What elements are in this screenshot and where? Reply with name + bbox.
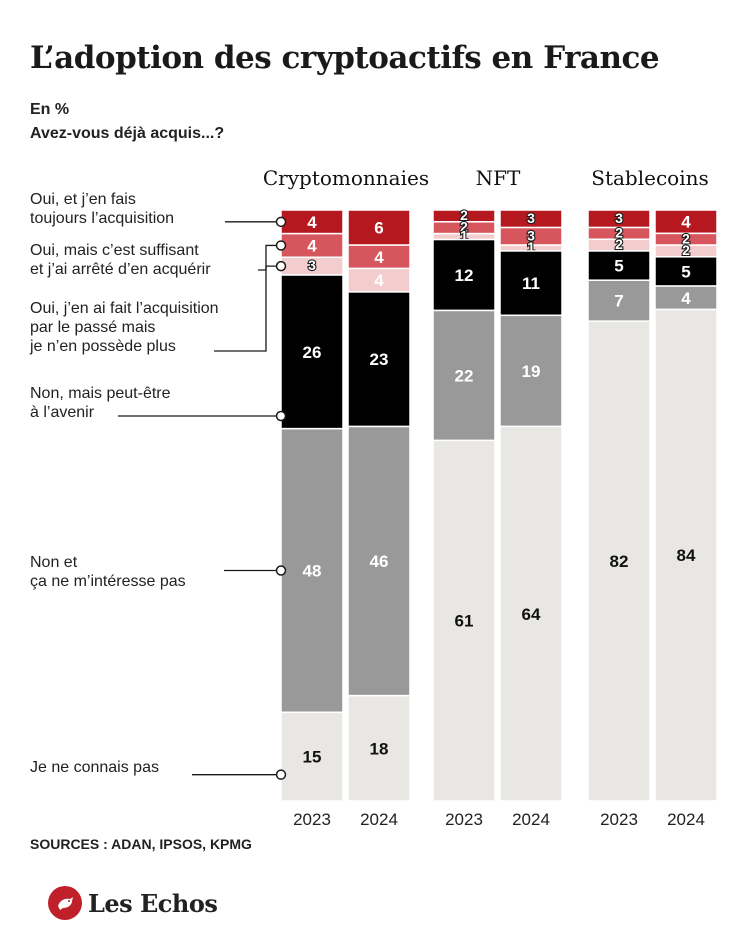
data-label-cryptomonnaies-2023-seg-2: 3 [308, 257, 316, 273]
data-label-nft-2023-seg-5: 61 [455, 612, 474, 631]
bar-cryptomonnaies-2024-seg-4 [347, 425, 411, 697]
data-label-cryptomonnaies-2023-seg-0: 4 [307, 213, 317, 232]
chart-title: L’adoption des cryptoactifs en France [30, 40, 660, 76]
year-label-cryptomonnaies-2023: 2023 [293, 810, 331, 829]
leader-dot-2 [275, 260, 287, 272]
les-echos-rooster-icon [48, 886, 82, 920]
leader-dot-5 [275, 769, 287, 780]
year-label-nft-2023: 2023 [445, 810, 483, 829]
data-label-nft-2023-seg-0: 2 [460, 207, 468, 223]
category-label-bought-past: Oui, j’en ai fait l’acquisition par le pa… [30, 300, 219, 355]
logo-text: Les Echos [88, 888, 218, 918]
bar-nft-2023-seg-5 [432, 439, 496, 802]
year-label-stablecoins-2023: 2023 [600, 810, 638, 829]
bar-cryptomonnaies-2023-seg-3 [280, 274, 344, 430]
data-label-cryptomonnaies-2023-seg-4: 48 [303, 562, 322, 581]
bar-stablecoins-2023-seg-5 [587, 320, 651, 802]
data-label-stablecoins-2023-seg-5: 82 [610, 552, 629, 571]
data-label-stablecoins-2024-seg-0: 4 [681, 213, 691, 232]
bar-nft-2024-seg-3 [499, 250, 563, 317]
leader-line-2 [214, 265, 281, 352]
bar-stablecoins-2024-seg-5 [654, 308, 718, 802]
data-label-nft-2024-seg-2: 1 [527, 239, 535, 255]
data-label-cryptomonnaies-2024-seg-4: 46 [370, 552, 389, 571]
group-title-cryptomonnaies: Cryptomonnaies [262, 166, 430, 190]
data-label-stablecoins-2024-seg-3: 5 [681, 262, 690, 281]
data-label-stablecoins-2023-seg-4: 7 [614, 292, 623, 311]
bar-cryptomonnaies-2024-seg-0 [347, 209, 411, 246]
data-label-nft-2024-seg-5: 64 [522, 605, 541, 624]
year-label-stablecoins-2024: 2024 [667, 810, 705, 829]
data-label-nft-2023-seg-3: 12 [455, 266, 474, 285]
unit-subtitle: En % [30, 101, 70, 118]
data-label-stablecoins-2024-seg-5: 84 [677, 546, 696, 565]
bar-stablecoins-2024-seg-3 [654, 256, 718, 287]
leader-dot-0 [275, 216, 287, 228]
data-label-nft-2024-seg-4: 19 [522, 362, 541, 381]
data-label-stablecoins-2023-seg-3: 5 [614, 257, 623, 276]
data-label-cryptomonnaies-2024-seg-0: 6 [374, 219, 383, 238]
year-label-cryptomonnaies-2024: 2024 [360, 810, 398, 829]
data-label-nft-2023-seg-4: 22 [455, 366, 474, 385]
data-label-nft-2024-seg-3: 11 [522, 274, 540, 293]
data-label-cryptomonnaies-2024-seg-5: 18 [370, 739, 389, 758]
category-label-buy-still: Oui, et j’en fais toujours l’acquisition [30, 191, 175, 227]
bar-stablecoins-2023-seg-4 [587, 279, 651, 322]
data-label-cryptomonnaies-2023-seg-5: 15 [303, 748, 322, 767]
leader-dot-3 [275, 410, 287, 422]
leader-dot-4 [275, 565, 287, 576]
data-label-stablecoins-2024-seg-2: 2 [682, 242, 690, 258]
data-label-stablecoins-2023-seg-0: 3 [615, 210, 623, 226]
bar-cryptomonnaies-2023-seg-5 [280, 711, 344, 802]
source-note: SOURCES : ADAN, IPSOS, KPMG [30, 836, 252, 852]
data-label-cryptomonnaies-2024-seg-1: 4 [374, 248, 384, 267]
question-subtitle: Avez-vous déjà acquis...? [30, 125, 225, 142]
data-label-nft-2023-seg-1: 2 [460, 219, 468, 235]
bar-nft-2024-seg-5 [499, 425, 563, 802]
data-label-stablecoins-2024-seg-4: 4 [681, 289, 691, 308]
year-label-nft-2024: 2024 [512, 810, 550, 829]
group-title-nft: NFT [475, 166, 521, 190]
data-label-stablecoins-2024-seg-1: 2 [682, 230, 690, 246]
bar-cryptomonnaies-2023-seg-4 [280, 427, 344, 714]
category-label-buy-stopped: Oui, mais c’est suffisant et j’ai arrêté … [30, 242, 211, 278]
group-title-stablecoins: Stablecoins [591, 166, 709, 190]
data-label-nft-2023-seg-2: 1 [460, 228, 468, 244]
leader-dot-1 [275, 240, 287, 251]
data-label-nft-2024-seg-0: 3 [527, 210, 535, 226]
data-label-cryptomonnaies-2023-seg-1: 4 [307, 236, 317, 255]
data-label-nft-2024-seg-1: 3 [527, 227, 535, 243]
category-label-dont-know: Je ne connais pas [30, 759, 159, 776]
data-label-cryptomonnaies-2023-seg-3: 26 [303, 343, 322, 362]
data-label-stablecoins-2023-seg-1: 2 [615, 224, 623, 240]
bar-nft-2023-seg-4 [432, 309, 496, 442]
category-label-maybe-future: Non, mais peut-être à l’avenir [30, 385, 171, 421]
bar-nft-2024-seg-4 [499, 314, 563, 428]
bar-cryptomonnaies-2024-seg-3 [347, 291, 411, 428]
les-echos-logo: Les Echos [48, 886, 218, 920]
leader-line-1 [258, 244, 281, 271]
bar-cryptomonnaies-2024-seg-5 [347, 694, 411, 802]
data-label-cryptomonnaies-2024-seg-3: 23 [370, 350, 389, 369]
data-label-stablecoins-2023-seg-2: 2 [615, 236, 623, 252]
category-label-not-interested: Non et ça ne m’intéresse pas [30, 554, 186, 590]
data-label-cryptomonnaies-2024-seg-2: 4 [374, 271, 384, 290]
